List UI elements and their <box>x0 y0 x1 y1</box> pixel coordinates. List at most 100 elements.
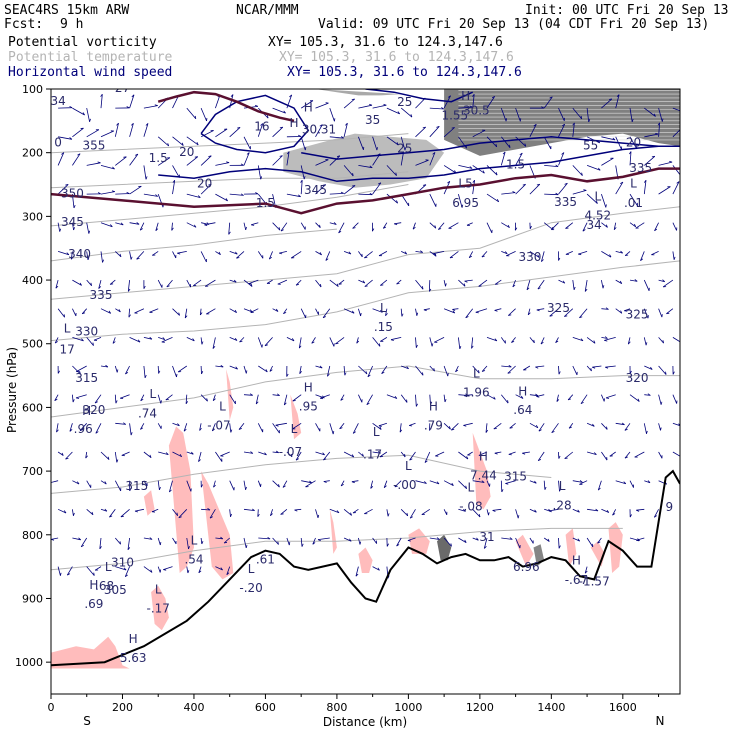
contour-label: .95 <box>299 400 318 414</box>
wind-vector-head <box>300 179 303 183</box>
wind-vector-head <box>304 147 307 151</box>
wind-vector-head <box>234 309 237 313</box>
wind-vector-head <box>508 314 512 316</box>
wind-vector <box>643 180 647 195</box>
wind-vector <box>300 100 314 109</box>
wind-vector-head <box>580 401 584 405</box>
contour-label: 30.31 <box>302 123 336 137</box>
contour-label: 6.95 <box>452 196 479 210</box>
wind-vector <box>448 222 459 229</box>
wind-vector <box>455 365 459 372</box>
wind-vector-head <box>367 374 371 378</box>
wind-vector-head <box>507 372 511 374</box>
wind-vector <box>157 394 162 404</box>
wind-vector <box>243 451 253 454</box>
wind-vector <box>300 537 303 547</box>
wind-vector-head <box>317 539 321 542</box>
wind-vector <box>400 308 403 317</box>
wind-vector-head <box>98 286 102 289</box>
wind-vector <box>472 365 480 374</box>
wind-vector-head <box>55 285 59 289</box>
wind-vector <box>458 337 461 349</box>
wind-vector-head <box>166 285 170 288</box>
wind-vector <box>572 337 584 342</box>
terrain-layer <box>51 469 680 667</box>
wind-vector <box>272 451 279 454</box>
wind-vector <box>383 480 388 488</box>
wind-vector-head <box>116 122 119 126</box>
theta-contour-315 <box>51 454 552 494</box>
wind-vector <box>172 365 177 378</box>
wind-vector <box>323 480 330 482</box>
wind-vector-head <box>369 165 373 169</box>
wind-vector <box>243 480 246 490</box>
wind-vector-head <box>396 200 398 204</box>
wind-vector-head <box>612 513 616 516</box>
wind-vector <box>322 308 331 318</box>
wind-vector-head <box>625 254 629 256</box>
wind-vector <box>57 152 65 166</box>
wind-vector <box>343 98 355 109</box>
wind-vector <box>586 193 598 204</box>
wind-vector-head <box>469 105 473 108</box>
wind-vector-head <box>290 453 293 457</box>
wind-vector <box>300 222 306 230</box>
wind-vector <box>51 480 59 483</box>
wind-vector <box>501 222 510 228</box>
wind-vector <box>229 423 232 433</box>
wind-vector <box>386 509 389 517</box>
wind-vector-head <box>351 481 355 484</box>
wind-vector <box>325 251 331 261</box>
wind-vector-head <box>507 400 509 404</box>
wind-vector-head <box>279 126 283 129</box>
wind-vector <box>586 337 596 344</box>
wind-vector <box>672 222 677 231</box>
wind-vector <box>215 94 221 109</box>
wind-vector-head <box>362 280 366 284</box>
wind-vector-head <box>584 288 588 292</box>
contour-label: 345 <box>61 215 84 229</box>
wind-vector-head <box>191 451 194 455</box>
contour-label: L <box>191 533 198 547</box>
wind-vector-head <box>401 313 404 317</box>
wind-vector <box>451 423 459 431</box>
wind-vector-head <box>654 515 658 518</box>
wind-vector-head <box>352 185 356 187</box>
wind-vector <box>658 186 671 195</box>
contour-label: -.07 <box>279 445 302 459</box>
wind-vector <box>229 251 238 255</box>
wind-vector <box>312 537 316 545</box>
wind-vector <box>143 165 147 180</box>
wind-vector <box>300 136 306 151</box>
wind-vector-head <box>200 484 203 488</box>
wind-vector <box>200 184 212 195</box>
wind-vector <box>72 279 82 286</box>
wind-vector <box>69 423 73 432</box>
wind-vector <box>515 394 524 399</box>
wind-vector-head <box>254 104 259 107</box>
wind-vector-head <box>436 481 440 485</box>
wind-vector <box>134 308 145 314</box>
wind-vector-head <box>127 288 131 292</box>
wind-vector-head <box>660 401 663 405</box>
wind-vector <box>161 337 173 343</box>
wind-vector <box>486 222 493 234</box>
wind-vector <box>458 193 463 208</box>
wind-vector <box>229 480 235 491</box>
wind-vector <box>400 451 406 458</box>
contour-label: 325 <box>626 307 649 321</box>
wind-vector <box>538 423 545 432</box>
contour-label: .28 <box>553 498 572 512</box>
wind-vector-head <box>469 166 473 169</box>
wind-vector <box>143 566 153 573</box>
wind-vector <box>339 423 345 429</box>
x-tick-label: 800 <box>326 701 347 714</box>
wind-vector <box>613 222 617 230</box>
wind-vector <box>624 251 631 256</box>
wind-vector-head <box>351 98 355 100</box>
wind-vector-head <box>97 192 101 195</box>
wind-vector-head <box>409 458 413 461</box>
pink-region-13 <box>358 547 373 573</box>
wind-vector <box>228 222 231 235</box>
wind-vector-head <box>494 338 498 342</box>
